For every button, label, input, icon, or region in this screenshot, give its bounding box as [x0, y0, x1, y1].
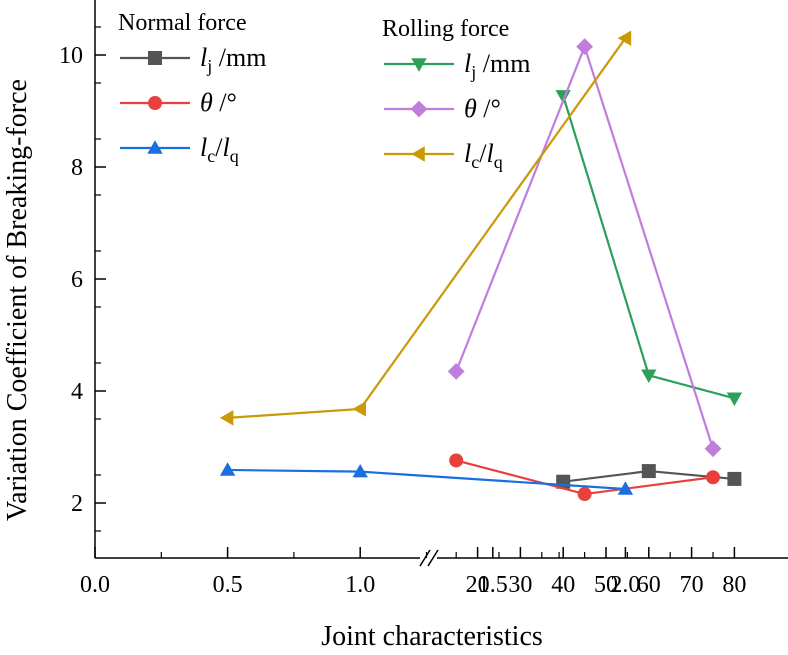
series-layer — [219, 30, 743, 502]
data-point-normal_lj — [727, 471, 742, 486]
axis-break-mark — [419, 549, 431, 567]
y-tick-label: 4 — [71, 379, 83, 405]
legend-entry: lc/lq — [384, 139, 503, 172]
data-point-normal_theta — [449, 453, 464, 468]
y-tick-label: 8 — [71, 155, 83, 181]
x-tick-label: 30 — [508, 572, 532, 598]
data-point-rolling_lj — [641, 369, 657, 384]
legend-label: θ /° — [464, 94, 501, 123]
legend-group: Normal force lj /mm θ /° lc/lq — [118, 10, 266, 166]
axis-break-mark — [427, 549, 439, 567]
legend-label: lj /mm — [464, 49, 530, 82]
x-tick-label: 60 — [637, 572, 661, 598]
x-tick-label: 1.5 — [478, 572, 508, 598]
axes: 2 4 6 8 10 0.0 0.5 1.0 1.5 2.0 20 30 40 50 60 70 80 — [59, 0, 788, 598]
legend-marker — [148, 96, 162, 110]
data-point-normal_theta — [706, 470, 720, 485]
legend-label: lj /mm — [200, 43, 266, 76]
legend-title: Normal force — [118, 10, 247, 36]
x-tick-label: 1.0 — [345, 572, 375, 598]
legend-group: Rolling force lj /mm θ /° lc/lq — [382, 16, 530, 172]
data-point-normal_lclq — [617, 481, 634, 495]
series-rolling_theta — [447, 38, 722, 458]
x-tick-label: 20 — [466, 572, 490, 598]
data-point-rolling_lj — [726, 392, 743, 406]
legend-marker — [411, 146, 425, 162]
data-point-rolling_lclq — [352, 401, 366, 417]
data-point-normal_lclq — [219, 462, 236, 476]
y-tick-label: 2 — [71, 491, 83, 517]
legend-title: Rolling force — [382, 16, 509, 42]
legend-marker — [147, 140, 163, 154]
legend-marker — [148, 51, 162, 65]
legend-marker — [411, 58, 427, 72]
legend-label: θ /° — [200, 88, 237, 117]
x-tick-label: 0.5 — [213, 572, 243, 598]
x-tick-label: 80 — [722, 572, 746, 598]
data-point-rolling_lclq — [219, 410, 234, 426]
data-point-normal_lj — [641, 464, 656, 479]
legend-marker — [410, 100, 428, 118]
data-point-normal_lclq — [352, 463, 368, 478]
data-point-rolling_theta — [576, 38, 593, 55]
x-tick-label: 50 — [594, 572, 618, 598]
series-normal_theta — [449, 453, 720, 502]
x-axis-title: Joint characteristics — [321, 621, 543, 652]
series-normal_lclq — [219, 462, 634, 495]
legend-entry: θ /° — [384, 94, 501, 123]
legend-entry: lj /mm — [120, 43, 266, 76]
x-tick-label: 2.0 — [610, 572, 640, 598]
data-point-rolling_lclq — [617, 30, 632, 46]
x-tick-label: 40 — [551, 572, 575, 598]
data-point-normal_theta — [577, 487, 592, 502]
y-tick-label: 10 — [59, 43, 83, 69]
x-tick-label: 70 — [680, 572, 704, 598]
x-tick-label: 0.0 — [80, 572, 110, 598]
legend-label: lc/lq — [464, 139, 503, 172]
series-rolling_lclq — [219, 30, 632, 426]
y-axis-title: Variation Coefficient of Breaking-force — [2, 79, 33, 521]
data-point-rolling_theta — [704, 440, 722, 458]
legend-label: lc/lq — [200, 133, 239, 166]
legend-entry: lj /mm — [384, 49, 530, 82]
legend-entry: θ /° — [120, 88, 237, 117]
y-tick-label: 6 — [71, 267, 83, 293]
data-point-rolling_theta — [447, 363, 465, 380]
legend-entry: lc/lq — [120, 133, 239, 166]
